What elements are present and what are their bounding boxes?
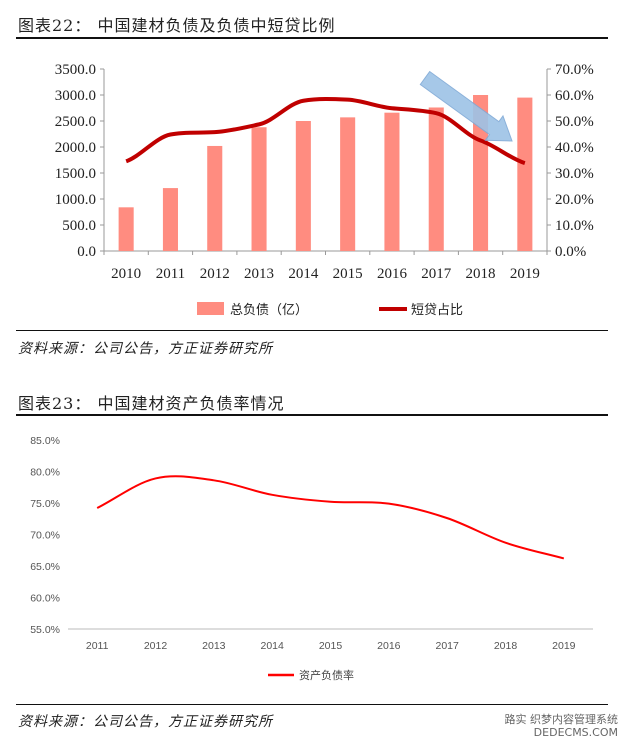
watermark-line-3: DEDECMS.COM [533,726,618,739]
y-left-tick-label: 1500.0 [55,166,96,182]
line-short-loan-ratio [125,96,526,166]
x-tick-label: 2013 [244,266,274,282]
y-tick-label: 80.0% [30,467,60,479]
bar-total-debt [473,95,489,251]
y-tick-label: 65.0% [30,561,60,573]
bar-total-debt [340,117,356,251]
figure-1-bottom-rule [16,330,608,331]
y-left-tick-label: 2500.0 [55,114,96,130]
y-right-tick-label: 40.0% [555,140,594,156]
figure-1-top-rule [16,37,608,39]
legend-swatch-total-debt [197,302,224,315]
x-tick-label: 2012 [200,266,230,282]
legend-label-short-loan: 短贷占比 [411,303,463,318]
figure-2-source: 资料来源：公司公告，方正证券研究所 [18,714,273,730]
asset-liability-chart: 55.0% 60.0% 65.0% 70.0% 75.0% 80.0% 85.0% 2011 2… [30,435,593,682]
bar-total-debt [207,145,223,251]
x-tick-label: 2019 [510,266,540,282]
x-tick-label: 2010 [111,266,141,282]
x-tick-label: 2015 [333,266,363,282]
y-left-tick-label: 3500.0 [55,62,96,78]
x-tick-label: 2018 [494,640,518,652]
y-right-tick-label: 20.0% [555,192,594,208]
y-tick-label: 60.0% [30,593,60,605]
line-asset-liability-ratio [96,475,565,560]
y-left-tick-label: 0.0 [77,244,96,260]
x-tick-label: 2017 [435,640,459,652]
y-tick-label: 70.0% [30,530,60,542]
x-tick-label: 2011 [156,266,185,282]
y-right-tick-label: 10.0% [555,218,594,234]
x-tick-label: 2016 [377,266,408,282]
y-left-tick-label: 3000.0 [55,88,96,104]
watermark: 路实 织梦内容管理系统 DEDECMS.COM [505,713,619,739]
y-right-tick-label: 50.0% [555,114,594,130]
legend-label-total-debt: 总负债（亿） [230,303,308,318]
bar-total-debt [118,207,134,251]
figure-2-top-rule [16,414,608,416]
x-tick-label: 2013 [202,640,226,652]
figure-1-title: 图表22： 中国建材负债及负债中短贷比例 [18,16,336,35]
watermark-line-1: 路实 [504,713,527,726]
bar-total-debt [251,127,267,251]
y-tick-label: 85.0% [30,435,60,447]
bar-total-debt [428,107,444,251]
x-tick-label: 2019 [552,640,576,652]
debt-chart: 0.0 500.0 1000.0 1500.0 2000.0 2500.0 3000.0 35… [55,62,594,318]
figure-1-source: 资料来源：公司公告，方正证券研究所 [18,341,273,357]
figure-2-bottom-rule [16,704,608,705]
x-tick-label: 2016 [377,640,401,652]
x-tick-label: 2018 [466,266,496,282]
bar-total-debt [517,97,533,251]
y-left-tick-label: 2000.0 [55,140,96,156]
y-right-tick-label: 70.0% [555,62,594,78]
x-tick-label: 2012 [144,640,168,652]
y-right-tick-label: 60.0% [555,88,594,104]
legend-label-ratio: 资产负债率 [299,668,354,682]
bar-total-debt [384,112,400,252]
bar-total-debt [162,188,178,251]
y-tick-label: 75.0% [30,498,60,510]
x-tick-label: 2017 [421,266,452,282]
y-right-tick-label: 30.0% [555,166,594,182]
y-right-tick-label: 0.0% [555,244,586,260]
x-tick-label: 2014 [260,640,284,652]
watermark-line-2: 织梦内容管理系统 [530,713,618,726]
bar-total-debt [295,121,311,251]
figure-2-title: 图表23： 中国建材资产负债率情况 [18,394,285,413]
x-tick-label: 2011 [86,640,109,652]
y-left-tick-label: 1000.0 [55,192,96,208]
x-tick-label: 2015 [319,640,343,652]
y-tick-label: 55.0% [30,624,60,636]
y-left-tick-label: 500.0 [62,218,96,234]
trend-arrow [419,70,513,142]
x-tick-label: 2014 [288,266,319,282]
